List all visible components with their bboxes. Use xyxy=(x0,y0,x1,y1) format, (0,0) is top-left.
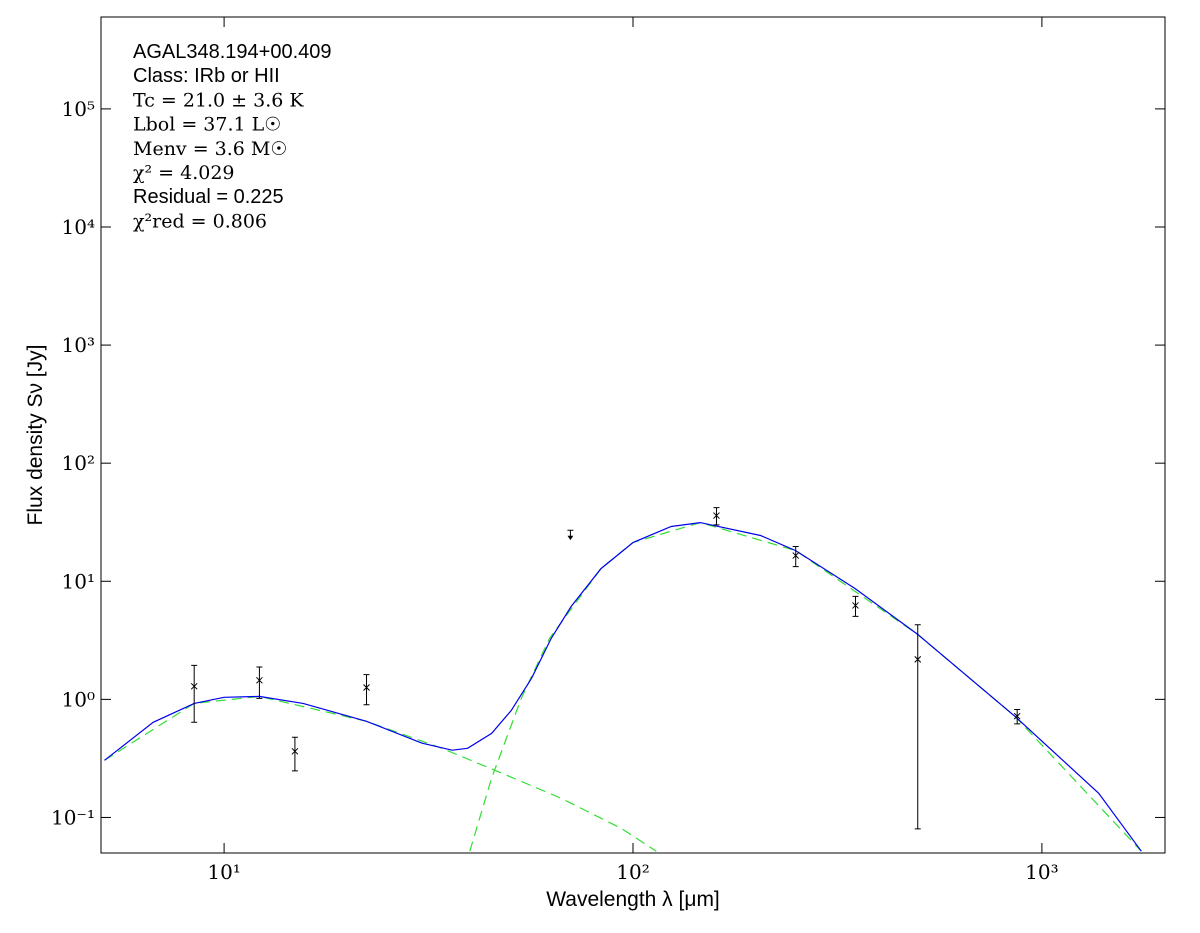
data-point xyxy=(190,682,198,690)
x-tick-label: 10² xyxy=(616,860,649,884)
y-tick-label: 10⁴ xyxy=(62,215,95,239)
data-point xyxy=(713,512,720,519)
data-point xyxy=(852,602,859,609)
annotation: χ²red = 0.806 xyxy=(133,210,267,232)
y-tick-label: 10¹ xyxy=(62,569,95,593)
upper-limit xyxy=(567,529,574,541)
data-point xyxy=(1013,712,1021,720)
error-bar xyxy=(713,507,720,526)
error-bar xyxy=(291,736,298,772)
annotation: Lbol = 37.1 L☉ xyxy=(133,114,281,136)
annotation: χ² = 4.029 xyxy=(133,162,235,184)
annotation: Tc = 21.0 ± 3.6 K xyxy=(133,89,304,111)
error-bar xyxy=(191,664,198,723)
annotation: AGAL348.194+00.409 xyxy=(133,41,332,63)
data-point xyxy=(256,676,263,684)
x-tick-label: 10¹ xyxy=(207,860,240,884)
data-point xyxy=(291,747,299,755)
x-tick-label: 10³ xyxy=(1025,860,1058,884)
error-bar xyxy=(363,674,370,706)
y-axis-label: Flux density Sν [Jy] xyxy=(24,345,47,526)
annotation: Menv = 3.6 M☉ xyxy=(133,138,287,160)
error-bar xyxy=(256,666,263,699)
data-point xyxy=(792,552,800,559)
y-tick-label: 10⁵ xyxy=(62,97,95,121)
y-tick-label: 10⁻¹ xyxy=(51,805,95,829)
error-bar xyxy=(792,545,799,568)
model-total xyxy=(104,521,1142,852)
annotation: Residual = 0.225 xyxy=(133,186,284,208)
annotation: Class: IRb or HII xyxy=(133,65,280,87)
y-tick-label: 10⁰ xyxy=(62,687,95,711)
y-tick-label: 10² xyxy=(62,451,95,475)
x-axis-label: Wavelength λ [μm] xyxy=(546,888,720,911)
error-bar xyxy=(852,595,859,617)
data-point xyxy=(914,656,922,663)
data-point xyxy=(363,684,370,691)
y-tick-label: 10³ xyxy=(62,333,95,357)
plot-area xyxy=(104,507,1142,852)
